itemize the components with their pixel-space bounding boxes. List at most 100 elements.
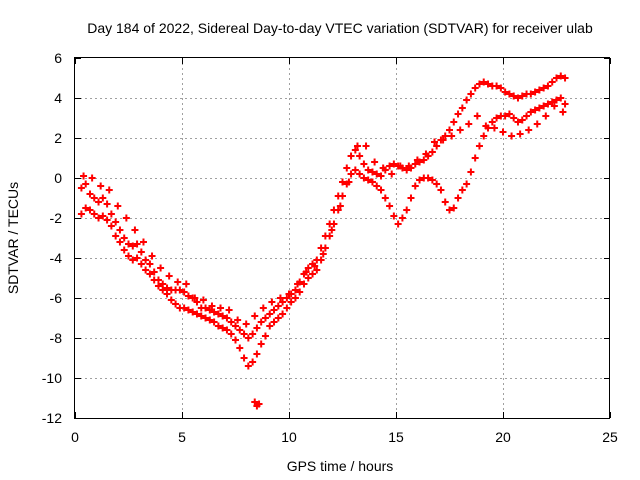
- data-point: [448, 132, 456, 140]
- data-point: [157, 264, 165, 272]
- data-point: [253, 324, 261, 332]
- data-point: [471, 84, 479, 92]
- data-point: [77, 184, 85, 192]
- data-point: [523, 112, 531, 120]
- y-tick-label: -8: [50, 330, 63, 346]
- data-point: [540, 102, 548, 110]
- data-point: [499, 128, 507, 136]
- data-point: [309, 270, 317, 278]
- data-point: [360, 160, 368, 168]
- data-point: [95, 214, 103, 222]
- data-point: [276, 294, 284, 302]
- data-point: [154, 282, 162, 290]
- data-point: [330, 220, 338, 228]
- data-point: [223, 326, 231, 334]
- data-point: [497, 84, 505, 92]
- data-point: [437, 186, 445, 194]
- data-point: [553, 74, 560, 82]
- data-point: [377, 186, 385, 194]
- data-point: [116, 238, 124, 246]
- data-point: [317, 256, 325, 264]
- data-point: [244, 334, 252, 342]
- data-point: [411, 160, 419, 168]
- data-point: [97, 182, 105, 190]
- data-point: [137, 248, 145, 256]
- data-point: [454, 110, 462, 118]
- data-point: [90, 194, 98, 202]
- data-point: [493, 82, 501, 90]
- data-point: [475, 142, 483, 150]
- data-point: [407, 194, 415, 202]
- data-point: [99, 212, 107, 220]
- data-points: [77, 72, 569, 410]
- x-axis-label: GPS time / hours: [287, 458, 394, 474]
- data-point: [544, 82, 552, 90]
- data-point: [202, 314, 210, 322]
- data-point: [542, 112, 550, 120]
- data-point: [441, 198, 449, 206]
- data-point: [82, 180, 90, 188]
- data-point: [403, 166, 411, 174]
- data-point: [514, 118, 522, 126]
- data-point: [274, 314, 282, 322]
- data-point: [535, 86, 543, 94]
- data-point: [129, 242, 137, 250]
- y-tick-label: -6: [50, 290, 63, 306]
- data-point: [475, 80, 483, 88]
- data-point: [274, 302, 282, 310]
- data-point: [122, 214, 130, 222]
- data-point: [137, 260, 145, 268]
- data-point: [394, 220, 402, 228]
- data-point: [167, 296, 175, 304]
- data-point: [131, 226, 139, 234]
- data-point: [257, 340, 265, 348]
- data-point: [139, 238, 147, 246]
- data-point: [304, 274, 312, 282]
- data-point: [202, 304, 210, 312]
- data-point: [339, 178, 346, 186]
- data-point: [105, 186, 113, 194]
- data-point: [505, 110, 513, 118]
- data-point: [268, 298, 276, 306]
- data-point: [505, 90, 513, 98]
- data-point: [270, 318, 278, 326]
- y-tick-label: -12: [42, 410, 62, 426]
- y-tick-label: 6: [54, 50, 62, 66]
- data-point: [107, 210, 115, 218]
- data-point: [283, 294, 291, 302]
- data-point: [321, 244, 329, 252]
- data-point: [347, 170, 355, 178]
- data-point: [285, 290, 293, 298]
- data-point: [467, 90, 475, 98]
- data-point: [240, 354, 248, 362]
- data-point: [518, 92, 526, 100]
- data-point: [311, 262, 319, 270]
- data-point: [112, 232, 120, 240]
- data-point: [403, 206, 411, 214]
- data-point: [446, 206, 453, 214]
- data-point: [548, 78, 556, 86]
- plot-frame: [74, 57, 610, 419]
- data-point: [446, 126, 453, 134]
- data-point: [439, 136, 447, 144]
- data-point: [120, 234, 128, 242]
- data-point: [184, 306, 192, 314]
- data-point: [508, 132, 516, 140]
- x-tick-label: 0: [71, 429, 79, 445]
- data-point: [180, 304, 188, 312]
- data-point: [516, 130, 524, 138]
- data-point: [501, 112, 509, 120]
- data-point: [219, 324, 227, 332]
- data-point: [146, 270, 154, 278]
- data-point: [296, 288, 304, 296]
- data-point: [261, 314, 269, 322]
- y-axis-label: SDTVAR / TECUs: [5, 182, 21, 294]
- data-point: [431, 138, 439, 146]
- data-point: [251, 312, 259, 320]
- data-point: [86, 206, 94, 214]
- data-point: [535, 104, 543, 112]
- data-point: [125, 252, 132, 260]
- data-point: [77, 210, 85, 218]
- data-point: [182, 280, 190, 288]
- data-point: [416, 176, 424, 184]
